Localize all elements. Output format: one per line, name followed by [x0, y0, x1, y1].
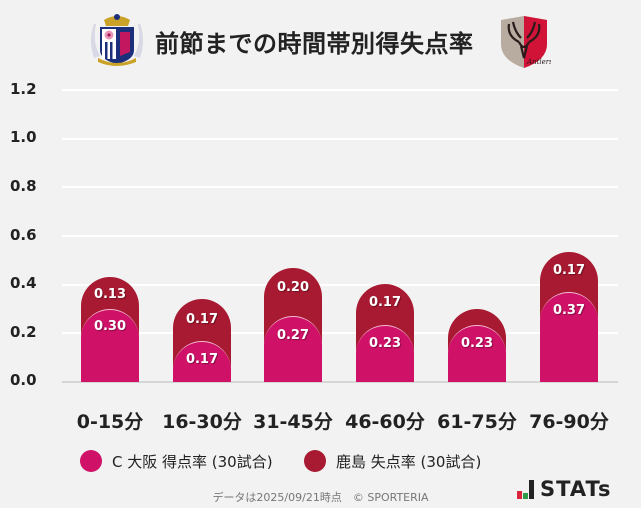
x-tick-label: 16-30分 [162, 411, 242, 433]
cosaka-value-label: 0.23 [368, 336, 402, 351]
legend-dot-icon [80, 450, 102, 472]
kashima-value-label: 0.17 [368, 295, 402, 310]
x-tick-label: 46-60分 [345, 411, 425, 433]
gridline [62, 284, 618, 286]
gridline [62, 89, 618, 91]
kashima-value-label: 0.17 [185, 312, 219, 327]
legend-item-cosaka: C 大阪 得点率 (30試合) [80, 450, 273, 472]
gridline [62, 235, 618, 237]
gridline [62, 332, 618, 334]
cosaka-value-label: 0.30 [93, 319, 127, 334]
y-tick-label: 1.2 [10, 80, 37, 98]
kashima-value-label: 0.17 [552, 263, 586, 278]
x-tick-label: 76-90分 [529, 411, 609, 433]
kashima-antlers-crest-icon: Antlers [497, 14, 553, 70]
x-tick-label: 61-75分 [437, 411, 517, 433]
cosaka-scored-segment [173, 341, 231, 382]
legend-label: 鹿島 失点率 (30試合) [336, 452, 482, 471]
svg-text:Antlers: Antlers [526, 58, 551, 66]
y-tick-label: 0.4 [10, 274, 37, 292]
x-tick-label: 0-15分 [76, 411, 144, 433]
gridline [62, 186, 618, 188]
bar-76-90: 0.17 0.37 [540, 252, 598, 382]
cerezo-osaka-crest-icon [90, 12, 144, 68]
chart-title: 前節までの時間帯別得失点率 [155, 30, 474, 58]
cosaka-scored-segment [81, 309, 139, 382]
brand-name: STATs [540, 477, 612, 501]
stats-bars-icon [517, 479, 534, 499]
cosaka-scored-segment [448, 325, 506, 382]
legend-label: C 大阪 得点率 (30試合) [112, 452, 273, 471]
bar-61-75: 0.23 [448, 309, 506, 382]
kashima-value-label: 0.13 [93, 287, 127, 302]
gridline [62, 138, 618, 140]
y-tick-label: 1.0 [10, 128, 37, 146]
y-tick-label: 0.8 [10, 177, 37, 195]
cosaka-value-label: 0.37 [552, 303, 586, 318]
cosaka-value-label: 0.27 [276, 328, 310, 343]
cosaka-scored-segment [356, 325, 414, 382]
bar-0-15: 0.13 0.30 [81, 277, 139, 382]
cosaka-value-label: 0.17 [185, 352, 219, 367]
y-tick-label: 0.6 [10, 226, 37, 244]
legend-dot-icon [304, 450, 326, 472]
bar-31-45: 0.20 0.27 [264, 268, 322, 382]
legend-item-kashima: 鹿島 失点率 (30試合) [304, 450, 481, 472]
data-source-note: データは2025/09/21時点 © SPORTERIA [212, 491, 429, 504]
chart-header: 前節までの時間帯別得失点率 Antlers [0, 12, 641, 68]
y-tick-label: 0.0 [10, 371, 37, 389]
bar-46-60: 0.17 0.23 [356, 284, 414, 382]
y-tick-label: 0.2 [10, 323, 37, 341]
cosaka-scored-segment [540, 292, 598, 382]
cosaka-scored-segment [264, 316, 322, 382]
x-tick-label: 31-45分 [253, 411, 333, 433]
stats-brand: STATs [517, 477, 611, 501]
x-axis-baseline [62, 381, 618, 383]
kashima-value-label: 0.20 [276, 280, 310, 295]
cosaka-value-label: 0.23 [460, 336, 494, 351]
bar-16-30: 0.17 0.17 [173, 299, 231, 382]
